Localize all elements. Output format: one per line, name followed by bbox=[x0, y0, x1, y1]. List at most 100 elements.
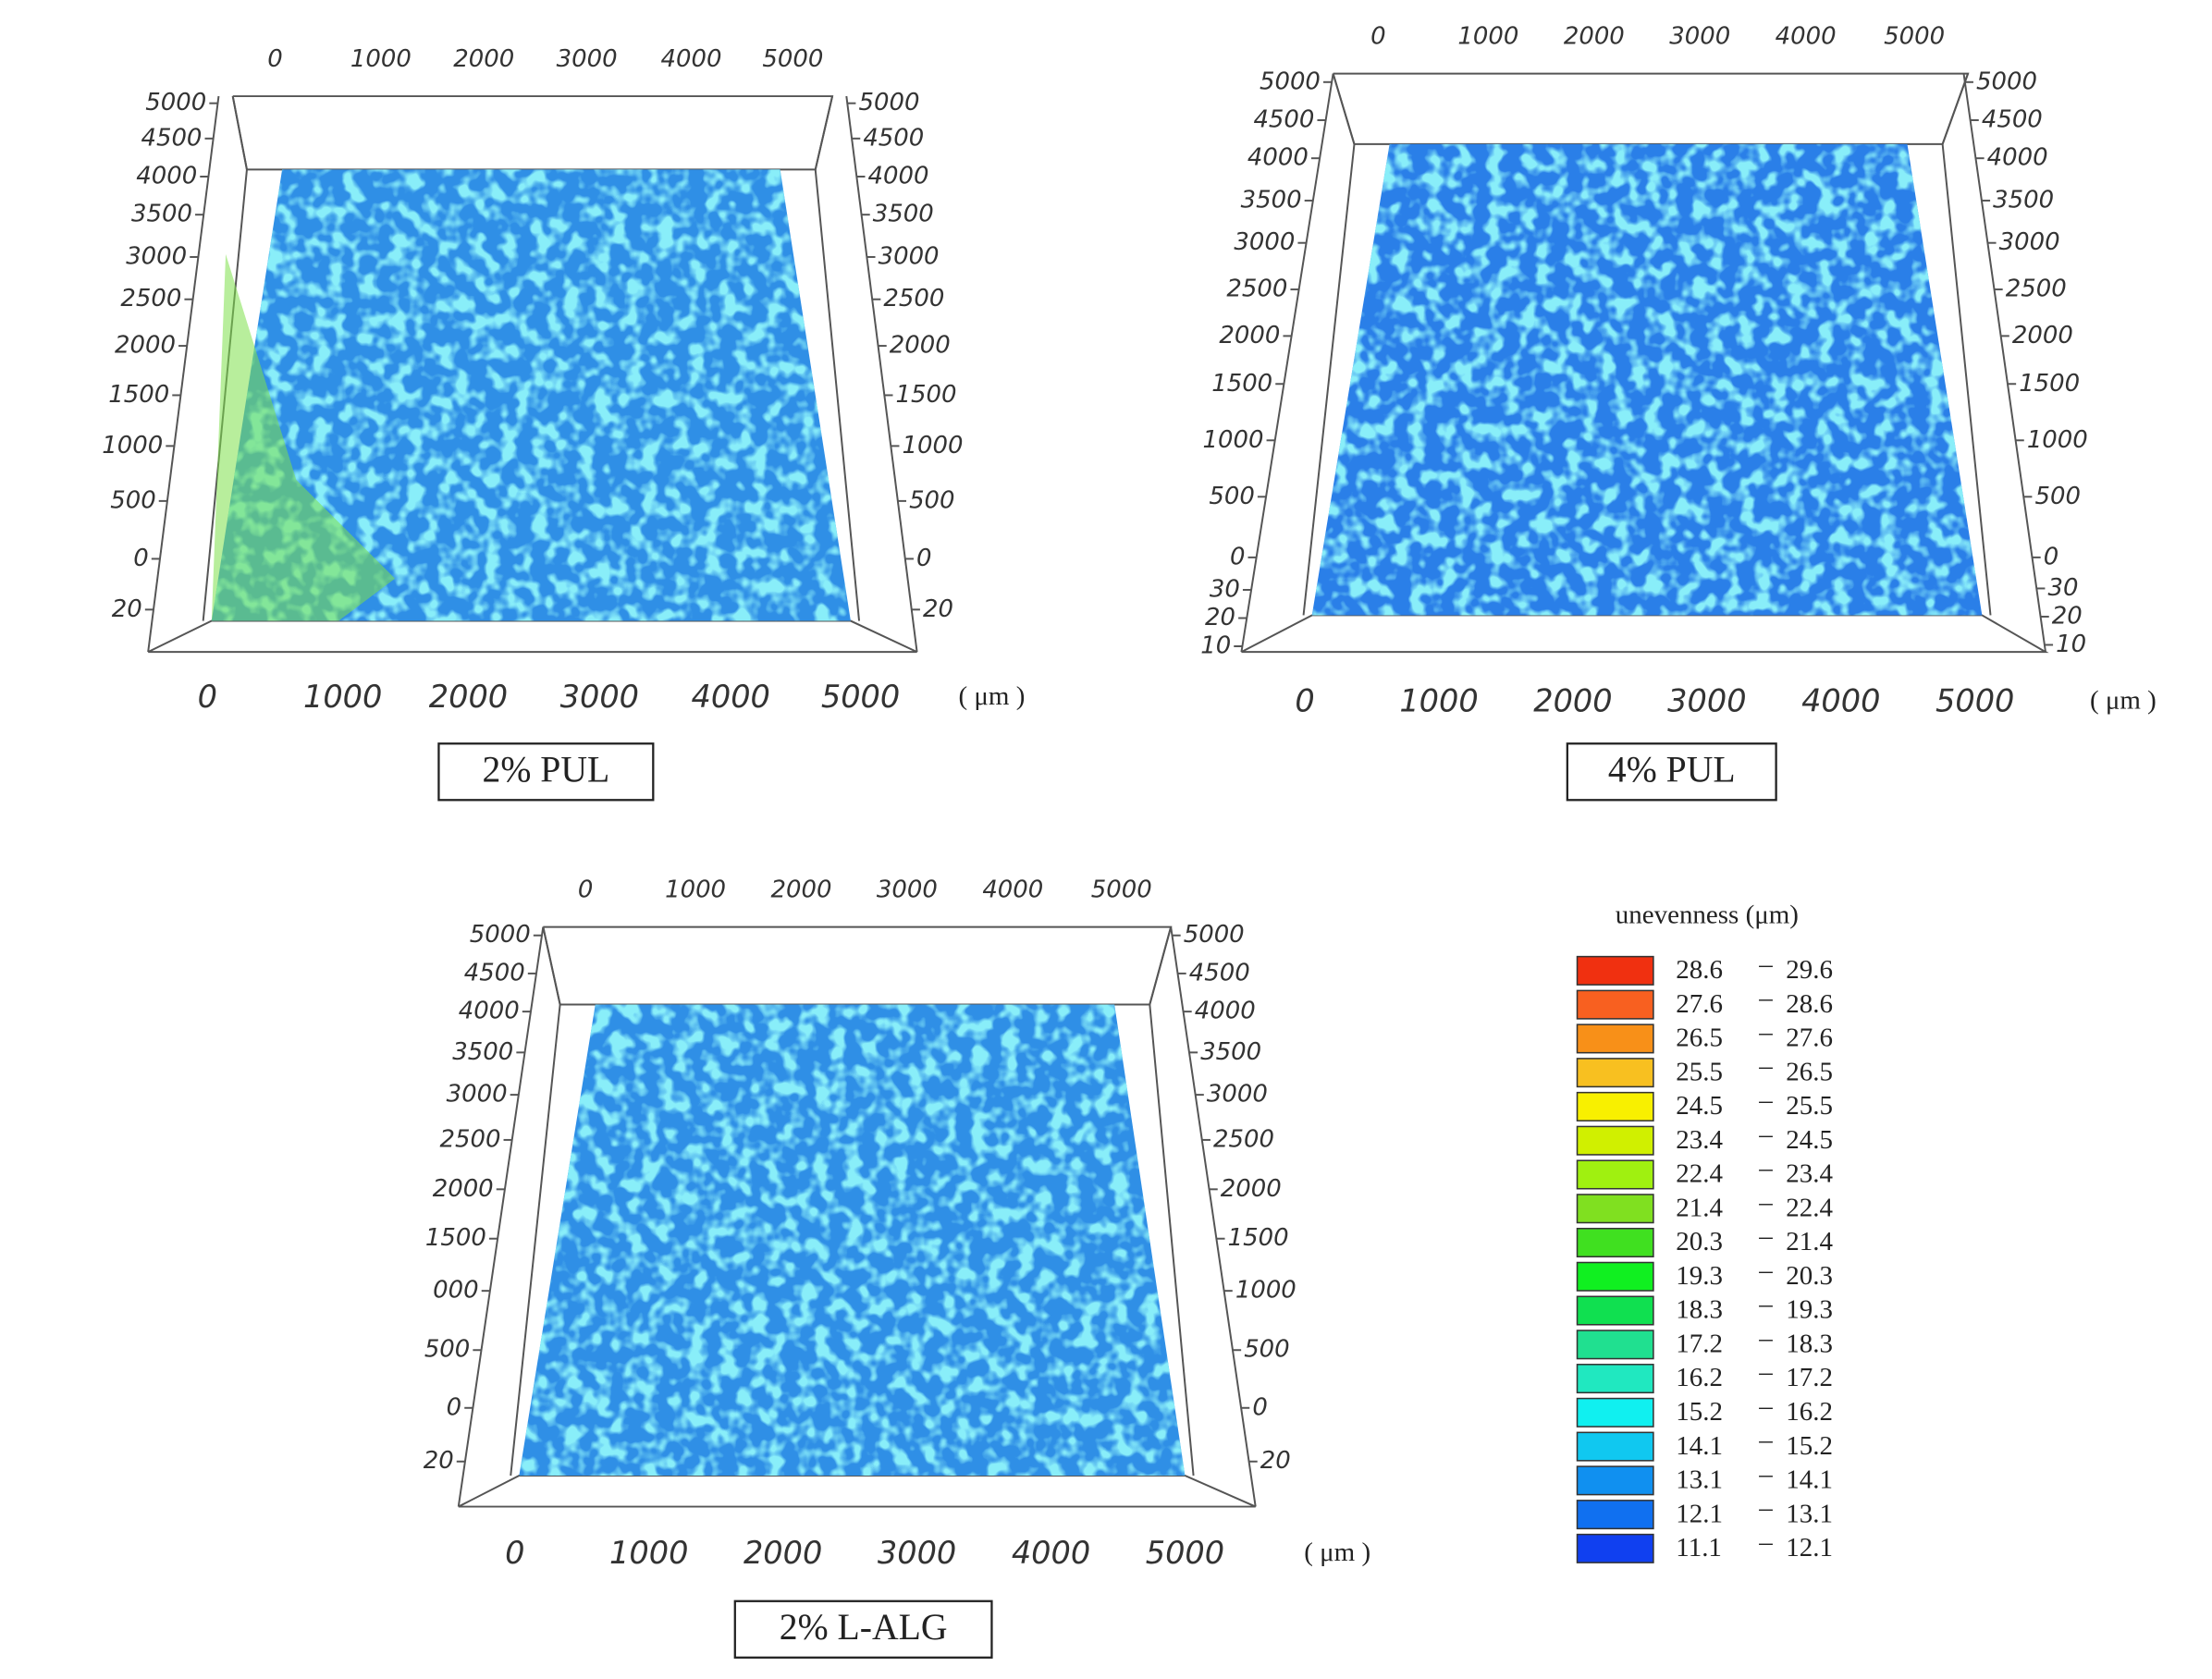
legend-high: 29.6 bbox=[1786, 955, 1833, 985]
right-tick-label: 3500 bbox=[873, 201, 934, 228]
unit-label: ( μm ) bbox=[959, 681, 1026, 711]
legend-low: 23.4 bbox=[1676, 1125, 1723, 1155]
legend-high: 27.6 bbox=[1786, 1023, 1833, 1053]
right-tick-label: 3000 bbox=[1207, 1081, 1268, 1109]
right-tick-label: 4000 bbox=[1195, 998, 1256, 1025]
legend-high: 12.1 bbox=[1786, 1533, 1833, 1563]
right-tick-label: 20 bbox=[2052, 602, 2083, 630]
right-tick-label: 2500 bbox=[883, 285, 944, 313]
legend-low: 21.4 bbox=[1676, 1193, 1723, 1222]
left-tick-label: 1000 bbox=[1203, 426, 1264, 454]
legend-low: 24.5 bbox=[1676, 1091, 1723, 1121]
legend-separator: – bbox=[1758, 1357, 1773, 1387]
bottom-tick-label: 1000 bbox=[609, 1535, 688, 1571]
right-tick-label: 1000 bbox=[1235, 1277, 1296, 1305]
left-tick-label: 2000 bbox=[115, 332, 176, 360]
legend-low: 15.2 bbox=[1676, 1397, 1723, 1427]
left-tick-label: 3500 bbox=[131, 201, 192, 228]
base-frame bbox=[147, 619, 918, 654]
right-tick-label: 500 bbox=[909, 486, 954, 514]
legend-swatch bbox=[1576, 1261, 1654, 1292]
left-tick-label: 2000 bbox=[1219, 322, 1280, 349]
surface-plot: 0 1000 2000 3000 4000 50005000450040003500300… bbox=[1200, 22, 2157, 802]
surface-texture bbox=[519, 1004, 1186, 1477]
top-tick-label: 0 bbox=[1370, 22, 1386, 50]
legend-separator: – bbox=[1758, 1120, 1773, 1149]
left-tick-label: 2500 bbox=[1226, 276, 1287, 303]
legend-high: 25.5 bbox=[1786, 1091, 1833, 1121]
right-tick-label: 4500 bbox=[1982, 105, 2043, 133]
right-tick-label: 20 bbox=[1260, 1447, 1291, 1475]
top-tick-label: 2000 bbox=[1564, 22, 1625, 50]
legend-swatch bbox=[1576, 1227, 1654, 1258]
legend-separator: – bbox=[1758, 1187, 1773, 1217]
right-tick-label: 2000 bbox=[1221, 1175, 1282, 1203]
left-tick-label: 1500 bbox=[1211, 370, 1272, 398]
left-wall bbox=[510, 926, 561, 1477]
left-tick-label: 3500 bbox=[452, 1038, 513, 1066]
top-tick-label: 1000 bbox=[350, 45, 412, 73]
left-tick-label: 2000 bbox=[433, 1175, 494, 1203]
legend-separator: – bbox=[1758, 1527, 1773, 1557]
right-wall bbox=[1149, 926, 1195, 1477]
legend-high: 18.3 bbox=[1786, 1329, 1833, 1358]
left-tick-label: 500 bbox=[110, 486, 155, 514]
right-tick-label: 3000 bbox=[1999, 228, 2060, 256]
left-tick-label: 5000 bbox=[145, 89, 206, 116]
right-tick-label: 4500 bbox=[863, 124, 924, 152]
top-tick-label: 0 bbox=[578, 876, 594, 903]
right-tick-label: 5000 bbox=[1184, 921, 1245, 949]
legend-low: 18.3 bbox=[1676, 1295, 1723, 1325]
right-tick-label: 0 bbox=[2044, 543, 2058, 570]
legend-swatch bbox=[1576, 1091, 1654, 1121]
bottom-tick-label: 1000 bbox=[1399, 683, 1478, 719]
legend-low: 28.6 bbox=[1676, 955, 1723, 985]
left-tick-label: 1000 bbox=[102, 432, 163, 460]
right-tick-label: 2500 bbox=[2006, 276, 2067, 303]
legend-swatch bbox=[1576, 1023, 1654, 1054]
legend-title: unevenness (μm) bbox=[1616, 901, 1799, 930]
bottom-tick-label: 1000 bbox=[303, 679, 382, 715]
left-tick-label: 10 bbox=[1200, 632, 1231, 660]
legend-high: 19.3 bbox=[1786, 1295, 1833, 1325]
bottom-tick-label: 5000 bbox=[1936, 683, 2014, 719]
legend-separator: – bbox=[1758, 1221, 1773, 1251]
right-tick-label: 0 bbox=[916, 545, 932, 572]
left-tick-label: 500 bbox=[1209, 483, 1254, 510]
left-tick-label: 20 bbox=[424, 1447, 454, 1475]
left-tick-label: 000 bbox=[433, 1277, 478, 1305]
legend-high: 24.5 bbox=[1786, 1125, 1833, 1155]
left-tick-label: 4500 bbox=[1253, 105, 1314, 133]
legend-low: 17.2 bbox=[1676, 1329, 1723, 1358]
left-tick-label: 3000 bbox=[1234, 228, 1295, 256]
back-frame bbox=[1332, 72, 1970, 145]
left-tick-label: 0 bbox=[1230, 543, 1245, 570]
back-frame bbox=[231, 95, 834, 171]
bottom-tick-label: 3000 bbox=[1667, 683, 1746, 719]
legend-high: 20.3 bbox=[1786, 1261, 1833, 1291]
legend-high: 21.4 bbox=[1786, 1227, 1833, 1256]
right-tick-label: 1500 bbox=[1228, 1224, 1289, 1252]
legend-low: 12.1 bbox=[1676, 1499, 1723, 1528]
legend-separator: – bbox=[1758, 950, 1773, 979]
top-tick-label: 3000 bbox=[877, 876, 938, 903]
left-tick-label: 5000 bbox=[470, 921, 531, 949]
right-axis bbox=[1170, 926, 1257, 1507]
legend-low: 14.1 bbox=[1676, 1431, 1723, 1461]
bottom-tick-label: 0 bbox=[1295, 683, 1314, 719]
legend-swatch bbox=[1576, 1533, 1654, 1563]
legend-swatch bbox=[1576, 1397, 1654, 1428]
right-tick-label: 2000 bbox=[2012, 322, 2073, 349]
legend-low: 27.6 bbox=[1676, 989, 1723, 1019]
right-tick-label: 3000 bbox=[879, 242, 940, 270]
bottom-tick-label: 5000 bbox=[1146, 1535, 1224, 1571]
left-wall bbox=[1302, 73, 1356, 616]
right-tick-label: 1000 bbox=[903, 432, 964, 460]
legend-separator: – bbox=[1758, 1085, 1773, 1115]
left-tick-label: 20 bbox=[112, 595, 142, 623]
label-box bbox=[437, 742, 655, 802]
legend-separator: – bbox=[1758, 1290, 1773, 1319]
top-tick-label: 4000 bbox=[661, 45, 722, 73]
label-box bbox=[733, 1599, 993, 1659]
